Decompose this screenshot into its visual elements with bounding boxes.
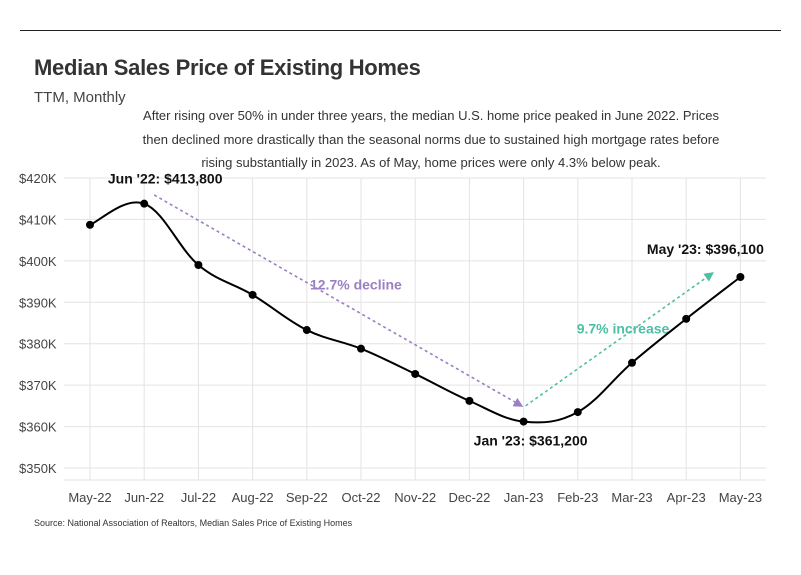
point-label: Jan '23: $361,200 bbox=[474, 433, 588, 449]
annotation-label: 12.7% decline bbox=[310, 276, 402, 292]
x-tick-label: Apr-23 bbox=[667, 490, 706, 505]
chart-subtitle: TTM, Monthly bbox=[34, 89, 126, 106]
data-point bbox=[140, 199, 149, 208]
y-tick-label: $360K bbox=[19, 420, 57, 435]
top-rule bbox=[20, 30, 781, 31]
x-tick-label: Jul-22 bbox=[181, 490, 216, 505]
point-label: May '23: $396,100 bbox=[647, 241, 764, 257]
chart-note: After rising over 50% in under three yea… bbox=[142, 108, 720, 170]
data-point bbox=[194, 261, 203, 269]
data-point bbox=[86, 220, 94, 229]
y-tick-label: $400K bbox=[19, 254, 57, 269]
annotation-arrow bbox=[153, 194, 524, 407]
source-note: Source: National Association of Realtors… bbox=[34, 518, 353, 528]
data-points bbox=[86, 199, 745, 426]
x-tick-label: Oct-22 bbox=[341, 490, 380, 505]
x-tick-label: Nov-22 bbox=[394, 490, 436, 505]
data-point bbox=[465, 396, 474, 405]
x-tick-label: Aug-22 bbox=[232, 490, 274, 505]
x-tick-label: Mar-23 bbox=[611, 490, 652, 505]
y-tick-label: $410K bbox=[19, 212, 57, 227]
point-label: Jun '22: $413,800 bbox=[108, 171, 223, 187]
x-tick-label: Feb-23 bbox=[557, 490, 598, 505]
x-tick-label: Sep-22 bbox=[286, 490, 328, 505]
x-tick-label: Jan-23 bbox=[504, 490, 544, 505]
x-tick-label: Jun-22 bbox=[124, 490, 164, 505]
y-tick-label: $350K bbox=[19, 461, 57, 476]
point-labels: Jun '22: $413,800 Jan '23: $361,200 May '2… bbox=[108, 171, 764, 449]
annotation-label: 9.7% increase bbox=[577, 321, 670, 337]
data-point bbox=[357, 344, 365, 353]
y-axis: $350K $360K $370K $380K $390K $400K $410K $420K bbox=[19, 171, 57, 476]
data-point bbox=[519, 417, 528, 426]
chart-title: Median Sales Price of Existing Homes bbox=[34, 55, 421, 80]
y-tick-label: $420K bbox=[19, 171, 57, 186]
y-tick-label: $380K bbox=[19, 337, 57, 352]
data-point bbox=[573, 408, 582, 417]
x-tick-label: May-23 bbox=[719, 490, 762, 505]
data-point bbox=[302, 326, 311, 335]
data-point bbox=[628, 358, 636, 367]
y-tick-label: $370K bbox=[19, 378, 57, 393]
y-tick-label: $390K bbox=[19, 295, 57, 310]
annotation-arrow bbox=[525, 272, 714, 407]
data-point bbox=[411, 369, 420, 378]
x-tick-label: May-22 bbox=[68, 490, 111, 505]
grid bbox=[64, 177, 766, 481]
x-axis: May-22 Jun-22 Jul-22 Aug-22 Sep-22 Oct-22 Nov-… bbox=[68, 490, 762, 505]
annotations: 12.7% decline 9.7% increase bbox=[153, 194, 714, 407]
x-tick-label: Dec-22 bbox=[448, 490, 490, 505]
data-point bbox=[248, 290, 257, 299]
data-point bbox=[682, 314, 691, 323]
data-point bbox=[736, 273, 745, 282]
